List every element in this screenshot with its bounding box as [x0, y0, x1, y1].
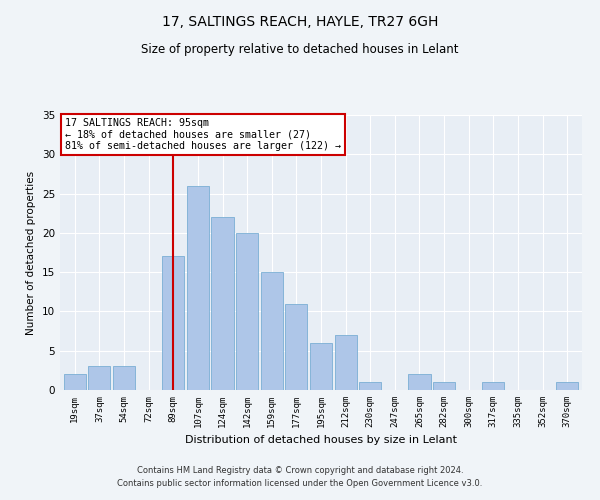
Bar: [310, 343, 332, 390]
Bar: [162, 256, 184, 390]
Bar: [187, 186, 209, 390]
Bar: [433, 382, 455, 390]
Bar: [211, 217, 233, 390]
Text: Size of property relative to detached houses in Lelant: Size of property relative to detached ho…: [141, 42, 459, 56]
Bar: [285, 304, 307, 390]
Bar: [556, 382, 578, 390]
Bar: [359, 382, 382, 390]
Bar: [260, 272, 283, 390]
Text: Contains HM Land Registry data © Crown copyright and database right 2024.
Contai: Contains HM Land Registry data © Crown c…: [118, 466, 482, 487]
Text: 17 SALTINGS REACH: 95sqm
← 18% of detached houses are smaller (27)
81% of semi-d: 17 SALTINGS REACH: 95sqm ← 18% of detach…: [65, 118, 341, 151]
Text: 17, SALTINGS REACH, HAYLE, TR27 6GH: 17, SALTINGS REACH, HAYLE, TR27 6GH: [162, 15, 438, 29]
Bar: [236, 233, 258, 390]
Bar: [88, 366, 110, 390]
Bar: [64, 374, 86, 390]
Y-axis label: Number of detached properties: Number of detached properties: [26, 170, 37, 334]
Bar: [113, 366, 135, 390]
Bar: [482, 382, 505, 390]
Bar: [409, 374, 431, 390]
Bar: [335, 335, 357, 390]
X-axis label: Distribution of detached houses by size in Lelant: Distribution of detached houses by size …: [185, 436, 457, 446]
